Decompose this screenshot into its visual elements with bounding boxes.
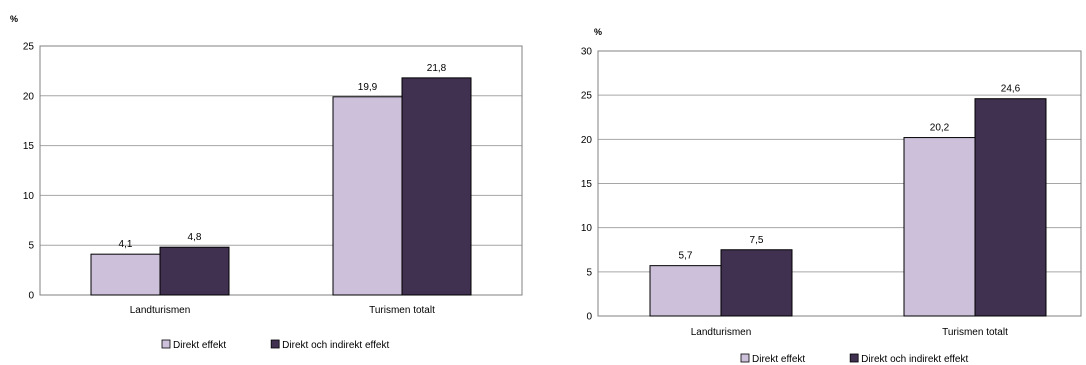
- y-tick-label: 5: [28, 241, 34, 252]
- data-label: 21,8: [427, 63, 447, 74]
- legend: Direkt effekt Direkt och indirekt effekt: [740, 353, 968, 365]
- y-tick-label: 15: [23, 141, 35, 152]
- legend-swatch: [161, 339, 171, 349]
- legend-swatch: [740, 353, 750, 363]
- y-tick-label: 0: [586, 312, 592, 323]
- data-label: 19,9: [358, 82, 378, 93]
- y-tick-label: 0: [28, 291, 34, 302]
- legend-label: Direkt effekt: [173, 340, 226, 351]
- legend-label: Direkt och indirekt effekt: [861, 354, 968, 365]
- category-label: Turismen totalt: [369, 305, 435, 316]
- y-tick-label: 25: [23, 42, 35, 53]
- y-unit-label: %: [594, 27, 602, 37]
- y-tick-label: 30: [581, 47, 593, 58]
- bar: [401, 77, 472, 296]
- y-tick-label: 25: [581, 91, 593, 102]
- y-tick-label: 15: [581, 179, 593, 190]
- category-label: Turismen totalt: [942, 327, 1008, 338]
- y-tick-label: 20: [581, 135, 593, 146]
- plot-area: [39, 45, 523, 296]
- y-tick-label: 5: [586, 267, 592, 278]
- bar: [332, 96, 403, 296]
- data-label: 4,8: [188, 232, 202, 243]
- y-tick-label: 10: [581, 223, 593, 234]
- plot-area: [597, 50, 1082, 317]
- legend-swatch: [270, 339, 280, 349]
- bar: [649, 265, 722, 317]
- bar: [159, 246, 230, 296]
- category-label: Landturismen: [130, 305, 191, 316]
- y-unit-label: %: [10, 14, 18, 24]
- chart-1: 0 5 10 15 20 25% 4,1 4,8 Landturismen 19,9 21,8 Tur…: [10, 14, 523, 351]
- bar: [903, 137, 976, 317]
- y-tick-label: 20: [23, 91, 35, 102]
- data-label: 7,5: [750, 235, 764, 246]
- data-label: 20,2: [930, 123, 950, 134]
- data-label: 24,6: [1001, 84, 1021, 95]
- bar: [974, 98, 1047, 317]
- data-label: 5,7: [679, 251, 693, 262]
- legend-label: Direkt effekt: [752, 354, 805, 365]
- legend-swatch: [849, 353, 859, 363]
- chart-2: 0 5 10 15 20 25 30% 5,7 7,5 Landturismen 20,2 24,6 T…: [581, 27, 1082, 365]
- bar: [720, 249, 793, 317]
- legend-label: Direkt och indirekt effekt: [282, 340, 389, 351]
- category-label: Landturismen: [691, 327, 752, 338]
- data-label: 4,1: [119, 239, 133, 250]
- legend: Direkt effekt Direkt och indirekt effekt: [161, 339, 389, 351]
- y-tick-label: 10: [23, 191, 35, 202]
- bar: [90, 253, 161, 296]
